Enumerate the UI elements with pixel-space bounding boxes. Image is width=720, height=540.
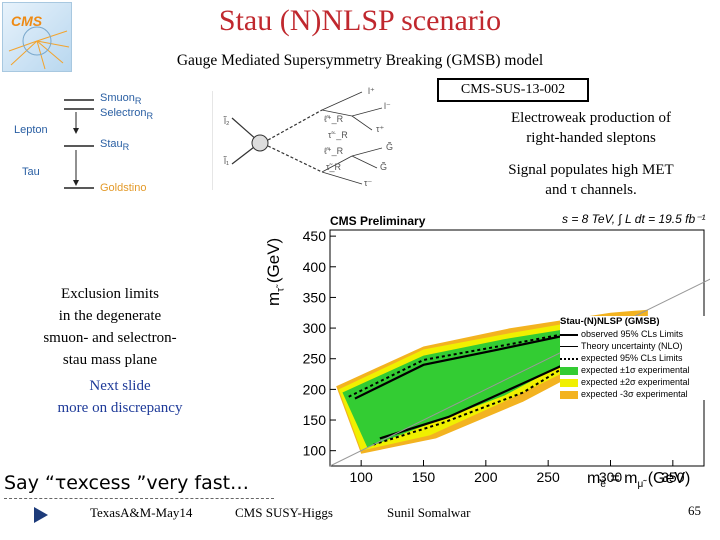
plot-header-right: s = 8 TeV, ∫ L dt = 19.5 fb⁻¹ xyxy=(562,212,706,226)
legend-entry-observed: observed 95% CLs Limits xyxy=(560,328,706,340)
cms-logo: CMS xyxy=(2,2,72,72)
exclusion-limits-note: Exclusion limits in the degenerate smuon… xyxy=(10,283,210,371)
exclusion-plot: CMS Preliminary s = 8 TeV, ∫ L dt = 19.5… xyxy=(262,208,710,498)
side1-line: smuon- and selectron- xyxy=(43,330,177,346)
legend-entry-expected: expected 95% CLs Limits xyxy=(560,352,706,364)
analysis-reference: CMS-SUS-13-002 xyxy=(437,78,589,102)
level-tau-label: Tau xyxy=(22,166,40,178)
side2-line: Next slide xyxy=(89,378,151,394)
legend-entry-theory: Theory uncertainty (NLO) xyxy=(560,340,706,352)
x-tick-label: 100 xyxy=(349,469,373,485)
x-tick-label: 300 xyxy=(599,469,623,485)
slide-subtitle: Gauge Mediated Supersymmetry Breaking (G… xyxy=(176,52,544,69)
level-selectron: SelectronR xyxy=(100,107,154,122)
desc1-line1: Electroweak production of xyxy=(511,110,671,126)
say-underline xyxy=(4,498,274,499)
footer-middle: CMS SUSY-Higgs xyxy=(235,505,333,520)
level-goldstino: Goldstino xyxy=(100,182,147,194)
feynman-leg4: G̃ xyxy=(380,162,388,172)
x-tick-label: 200 xyxy=(474,469,498,485)
band-2 xyxy=(342,325,617,448)
feynman-out3: τ̃⁻_R xyxy=(328,130,348,140)
footer-left: TexasA&M-May14 xyxy=(90,505,193,520)
x-tick-label: 350 xyxy=(661,469,685,485)
y-tick-label: 400 xyxy=(303,259,327,275)
feynman-out5: τ̃_R xyxy=(326,162,342,172)
feynman-out2: ℓ̃⁺_R xyxy=(324,114,344,124)
side1-line: stau mass plane xyxy=(62,352,158,368)
desc1-line2: right-handed sleptons xyxy=(526,130,656,146)
feynman-out1: l⁺ xyxy=(368,86,375,96)
y-tick-label: 250 xyxy=(303,351,327,367)
mass-hierarchy-diagram: SmuonR SelectronR Lepton StauR Tau Golds… xyxy=(10,88,160,203)
footer-right: Sunil Somalwar xyxy=(387,505,471,520)
y-tick-label: 150 xyxy=(303,412,327,428)
side2-line: more on discrepancy xyxy=(57,400,183,416)
feynman-in2: l̃₁ xyxy=(224,156,230,166)
feynman-diagram: l̃₂ l̃₁ l⁺ ℓ̃⁺_R τ̃⁻_R ℓ̃⁺_R τ̃_R l⁻ τ⁺ … xyxy=(211,86,412,191)
next-slide-note: Next slide more on discrepancy xyxy=(20,375,220,419)
legend-entry-2sigma: expected ±2σ experimental xyxy=(560,376,706,388)
plot-header-left: CMS Preliminary xyxy=(330,214,426,228)
y-tick-label: 300 xyxy=(303,320,327,336)
x-tick-label: 150 xyxy=(412,469,436,485)
mass-hierarchy-lines xyxy=(64,99,94,189)
legend-entry-3sigma: expected -3σ experimental xyxy=(560,388,706,400)
y-tick-label: 200 xyxy=(303,381,327,397)
feynman-out4: ℓ̃⁺_R xyxy=(324,146,344,156)
feynman-leg1: l⁻ xyxy=(384,101,391,111)
y-tick-label: 100 xyxy=(303,443,327,459)
x-tick-label: 250 xyxy=(536,469,560,485)
feynman-in1: l̃₂ xyxy=(224,116,230,126)
feynman-leg2: τ⁺ xyxy=(376,124,385,134)
plot-xlabel: mẽ = mμ̃ (GeV) xyxy=(587,470,691,491)
plot-legend: Stau-(N)NLSP (GMSB) observed 95% CLs Lim… xyxy=(560,316,706,400)
side1-line: in the degenerate xyxy=(58,308,162,324)
production-description: Electroweak production of right-handed s… xyxy=(480,108,702,148)
play-arrow-icon xyxy=(34,507,48,523)
desc2-line1: Signal populates high MET xyxy=(508,162,674,178)
desc2-line2: and τ channels. xyxy=(545,182,637,198)
say-tau-excess: Say “τexcess ”very fast… xyxy=(4,472,250,494)
level-smuon: SmuonR xyxy=(100,92,142,107)
logo-text: CMS xyxy=(11,13,43,29)
side1-line: Exclusion limits xyxy=(61,286,159,302)
feynman-lines xyxy=(211,91,383,190)
feynman-leg5: τ⁻ xyxy=(364,178,373,188)
feynman-leg3: G̃ xyxy=(386,142,394,152)
page-number: 65 xyxy=(688,503,701,518)
level-lepton-label: Lepton xyxy=(14,124,48,136)
slide-title: Stau (N)NLSP scenario xyxy=(218,4,502,37)
y-tick-label: 350 xyxy=(303,289,327,305)
collision-event-icon xyxy=(8,26,70,70)
signal-description: Signal populates high MET and τ channels… xyxy=(480,160,702,200)
y-tick-label: 450 xyxy=(303,228,327,244)
legend-title: Stau-(N)NLSP (GMSB) xyxy=(560,316,660,327)
level-stau: StauR xyxy=(100,138,130,153)
legend-entry-1sigma: expected ±1σ experimental xyxy=(560,364,706,376)
